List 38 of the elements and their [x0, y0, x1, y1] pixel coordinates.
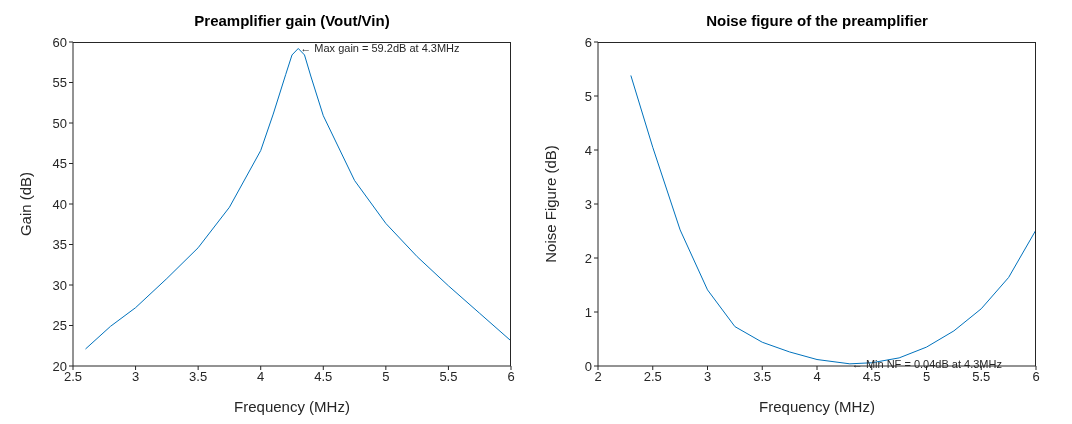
y-tick-label: 30 [52, 277, 67, 293]
x-tick-label: 4 [813, 369, 821, 385]
x-axis-title: Frequency (MHz) [759, 398, 875, 415]
x-tick-label: 3 [703, 369, 712, 385]
x-tick-label: 2 [594, 369, 602, 385]
x-tick-label: 4.5 [314, 369, 333, 385]
x-tick-label: 4.5 [862, 369, 881, 385]
y-tick-label: 45 [52, 156, 67, 172]
x-tick-label: 3.5 [189, 369, 208, 385]
y-tick-label: 25 [52, 318, 67, 334]
x-tick-label: 6 [1032, 369, 1040, 385]
x-tick-label: 5 [922, 369, 931, 385]
chart-title: Noise figure of the preamplifier [705, 11, 929, 31]
y-tick-label: 0 [584, 358, 592, 374]
x-tick-label: 3.5 [753, 369, 772, 385]
y-axis-title: Noise Figure (dB) [542, 145, 560, 263]
x-tick-label: 5 [382, 369, 390, 385]
y-tick-label: 3 [584, 196, 592, 212]
y-tick-label: 40 [52, 196, 67, 212]
y-tick-label: 2 [584, 250, 592, 266]
y-axis-title: Gain (dB) [17, 171, 35, 237]
annotation: ← Max gain = 59.2dB at 4.3MHz [300, 42, 460, 55]
x-axis-title: Frequency (MHz) [234, 398, 350, 415]
x-tick-label: 5.5 [972, 369, 991, 385]
y-tick-label: 5 [584, 88, 592, 104]
x-tick-label: 5.5 [439, 369, 458, 385]
chart-title: Preamplifier gain (Vout/Vin) [193, 11, 391, 31]
y-tick-label: 50 [52, 115, 67, 131]
x-tick-label: 4 [257, 369, 265, 385]
x-tick-label: 3 [131, 369, 140, 385]
y-tick-label: 55 [52, 75, 67, 91]
y-tick-label: 6 [584, 34, 592, 50]
y-tick-label: 35 [52, 237, 67, 253]
x-tick-label: 2.5 [643, 369, 662, 385]
y-tick-label: 60 [52, 34, 67, 50]
x-tick-label: 6 [507, 369, 515, 385]
y-tick-label: 4 [584, 142, 592, 158]
y-tick-label: 1 [584, 304, 592, 320]
